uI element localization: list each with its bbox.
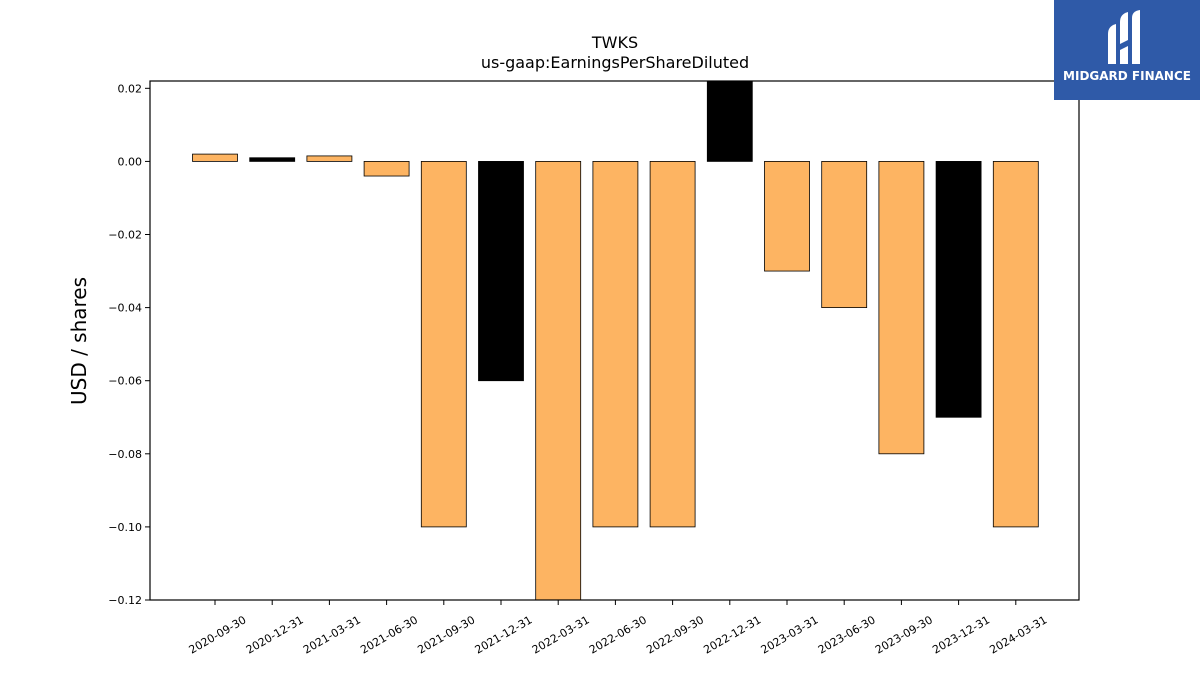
x-tick-label: 2022-06-30 (587, 613, 649, 656)
chart-title: TWKS (591, 33, 638, 52)
bar-2024-03-31 (992, 161, 1039, 528)
x-tick-label: 2020-12-31 (244, 613, 306, 656)
chart-subtitle: us-gaap:EarningsPerShareDiluted (481, 53, 749, 72)
bar-2022-09-30 (649, 161, 696, 528)
bar-2022-06-30 (592, 161, 639, 528)
x-axis-ticks: 2020-09-302020-12-312021-03-312021-06-30… (187, 600, 1049, 657)
bars-group (192, 80, 1039, 601)
y-tick-label: −0.12 (108, 594, 142, 607)
bar-2022-12-31 (706, 80, 753, 162)
bar-2021-06-30 (363, 161, 410, 177)
y-tick-label: −0.06 (108, 375, 142, 388)
y-tick-label: 0.02 (118, 82, 143, 95)
x-tick-label: 2021-03-31 (301, 613, 363, 656)
y-tick-label: −0.08 (108, 448, 142, 461)
x-tick-label: 2022-12-31 (701, 613, 763, 656)
y-tick-label: 0.00 (118, 155, 143, 168)
x-tick-label: 2023-12-31 (930, 613, 992, 656)
bar-2020-09-30 (192, 153, 238, 162)
bar-2023-03-31 (764, 161, 810, 272)
bar-2022-03-31 (535, 161, 582, 601)
y-tick-label: −0.10 (108, 521, 142, 534)
x-tick-label: 2021-09-30 (415, 613, 477, 656)
y-tick-label: −0.02 (108, 229, 142, 242)
midgard-logo-icon (1108, 10, 1140, 64)
bar-2021-03-31 (306, 155, 353, 162)
plot-frame (149, 80, 1080, 601)
x-tick-label: 2023-03-31 (759, 613, 821, 656)
bar-2021-09-30 (420, 161, 467, 528)
x-tick-label: 2021-06-30 (358, 613, 420, 656)
bar-2023-09-30 (878, 161, 925, 455)
x-tick-label: 2023-06-30 (816, 613, 878, 656)
bar-2023-12-31 (935, 161, 982, 418)
bar-2020-12-31 (249, 157, 296, 162)
bar-2021-12-31 (478, 161, 524, 382)
x-tick-label: 2022-09-30 (644, 613, 706, 656)
y-axis-label: USD / shares (67, 277, 91, 405)
x-tick-label: 2020-09-30 (187, 613, 249, 656)
y-tick-label: −0.04 (108, 302, 142, 315)
x-tick-label: 2022-03-31 (530, 613, 592, 656)
x-tick-label: 2021-12-31 (473, 613, 535, 656)
x-tick-label: 2023-09-30 (873, 613, 935, 656)
bar-2023-06-30 (821, 161, 868, 309)
midgard-finance-logo: MIDGARD FINANCE (1054, 0, 1200, 100)
x-tick-label: 2024-03-31 (987, 613, 1049, 656)
y-axis-ticks: 0.02 0.00 −0.02 −0.04 −0.06 −0.08 −0.10 −0.12 (108, 82, 150, 607)
logo-text: MIDGARD FINANCE (1063, 69, 1191, 83)
